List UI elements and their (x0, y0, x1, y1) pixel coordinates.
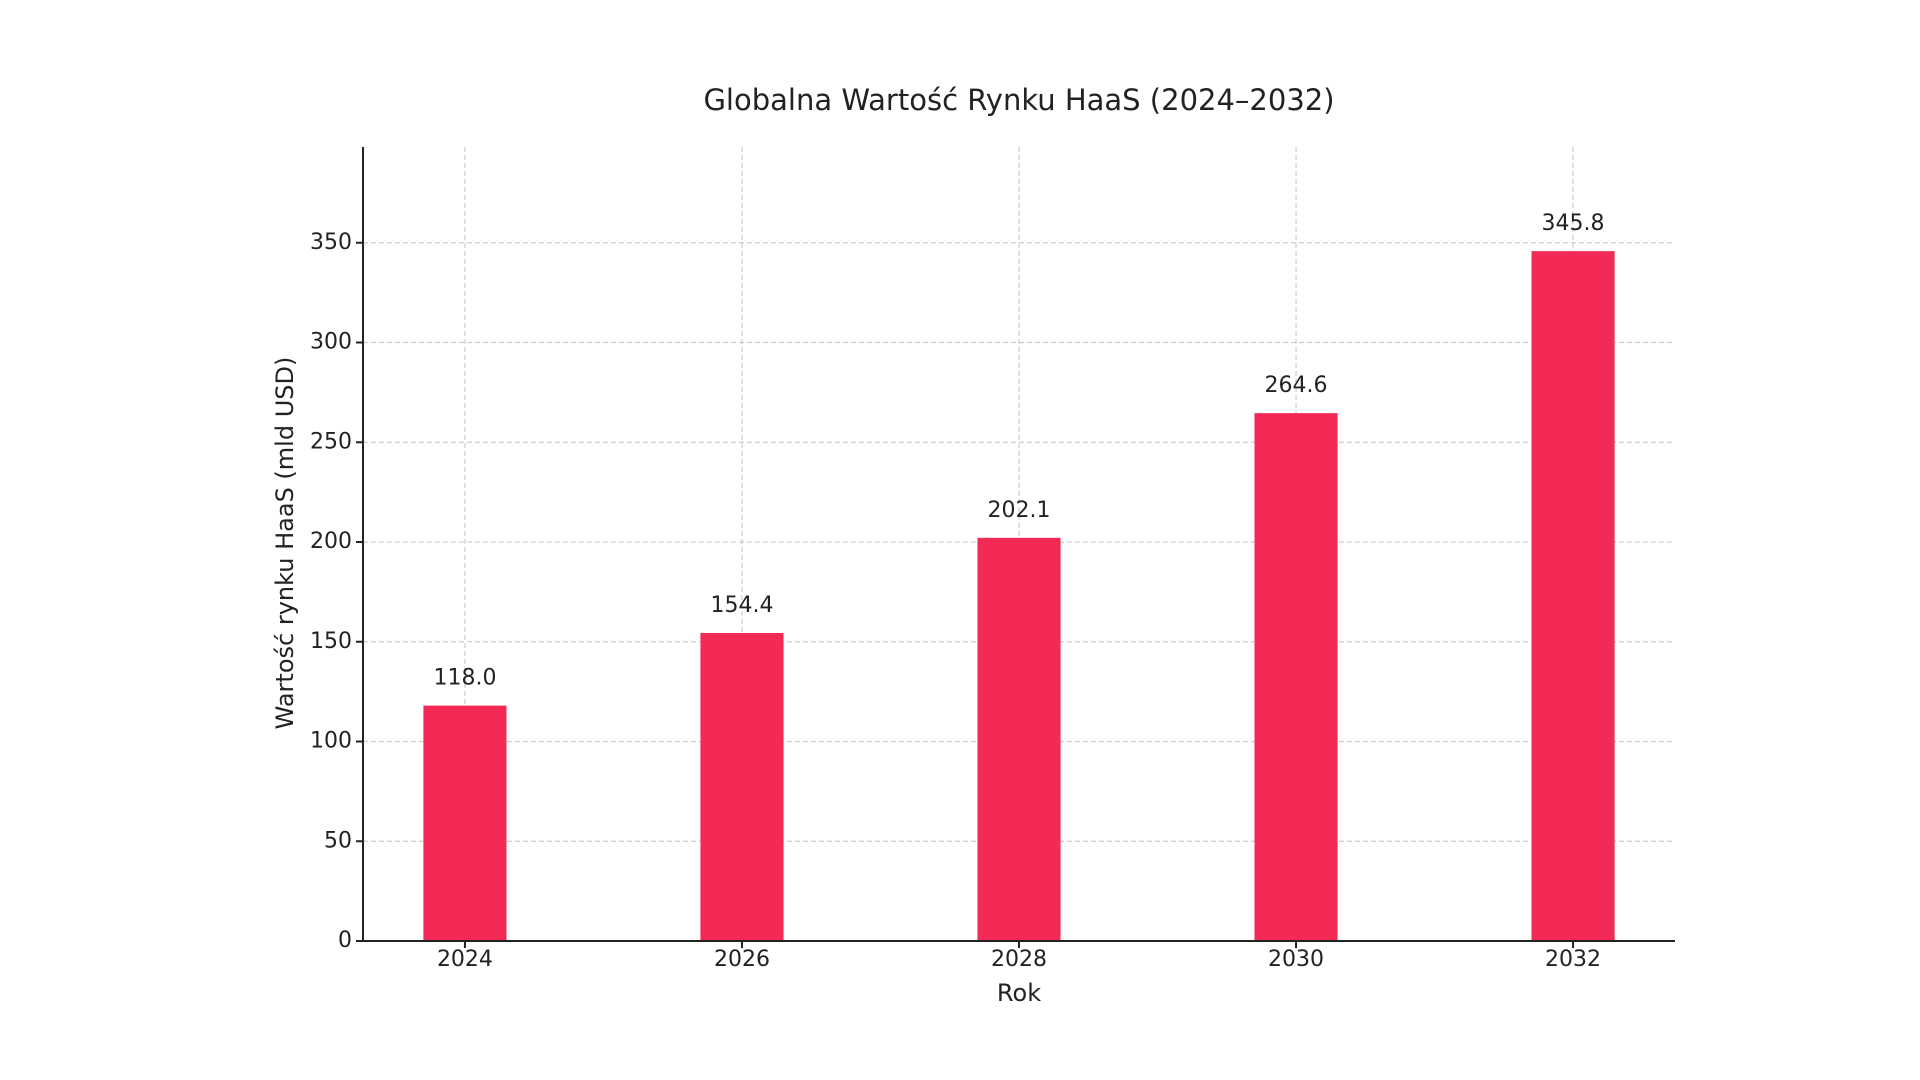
chart-title: Globalna Wartość Rynku HaaS (2024–2032) (703, 83, 1334, 117)
value-label: 118.0 (433, 666, 496, 691)
y-tick-label: 50 (324, 828, 352, 853)
bar (1531, 251, 1615, 941)
bar (700, 632, 784, 941)
y-tick-label: 350 (310, 230, 352, 255)
x-tick-label: 2028 (991, 947, 1047, 972)
bar (1254, 413, 1338, 941)
value-label: 202.1 (988, 498, 1051, 523)
y-tick-label: 0 (338, 928, 352, 953)
x-tick-label: 2032 (1545, 947, 1601, 972)
y-tick-label: 250 (310, 429, 352, 454)
x-tick-label: 2026 (714, 947, 770, 972)
y-tick-label: 300 (310, 330, 352, 355)
bar (977, 537, 1061, 941)
y-tick-label: 100 (310, 729, 352, 754)
y-tick-label: 200 (310, 529, 352, 554)
x-axis-label: Rok (997, 979, 1041, 1007)
value-label: 154.4 (710, 593, 773, 618)
y-axis-label: Wartość rynku HaaS (mld USD) (271, 357, 299, 730)
value-label: 264.6 (1265, 373, 1328, 398)
bar (423, 705, 507, 941)
value-label: 345.8 (1542, 211, 1605, 236)
y-tick-label: 150 (310, 629, 352, 654)
x-tick-label: 2024 (437, 947, 493, 972)
x-tick-label: 2030 (1268, 947, 1324, 972)
